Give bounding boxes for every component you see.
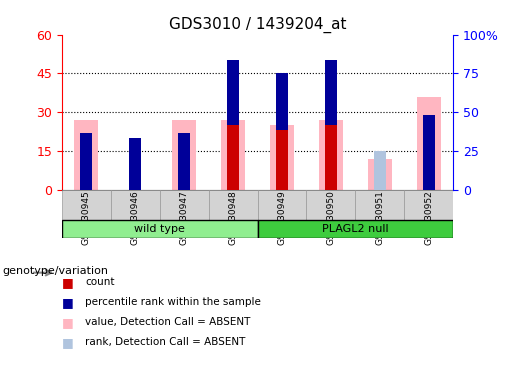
- Title: GDS3010 / 1439204_at: GDS3010 / 1439204_at: [169, 17, 346, 33]
- Bar: [423, 115, 435, 190]
- Text: PLAGL2 null: PLAGL2 null: [322, 224, 389, 234]
- Bar: [221, 120, 245, 190]
- Bar: [129, 138, 141, 190]
- Bar: [276, 130, 288, 190]
- Bar: [172, 120, 196, 190]
- Text: percentile rank within the sample: percentile rank within the sample: [85, 297, 261, 307]
- Text: ■: ■: [62, 336, 74, 349]
- Text: GSM230946: GSM230946: [131, 190, 140, 245]
- Text: GSM230947: GSM230947: [180, 190, 188, 245]
- Text: value, Detection Call = ABSENT: value, Detection Call = ABSENT: [85, 317, 250, 327]
- Bar: [270, 125, 294, 190]
- Bar: [258, 220, 453, 238]
- Text: GSM230949: GSM230949: [278, 190, 286, 245]
- Text: ■: ■: [62, 316, 74, 329]
- Bar: [80, 133, 92, 190]
- Bar: [160, 190, 209, 220]
- Bar: [276, 73, 288, 130]
- Text: count: count: [85, 277, 114, 287]
- Text: ■: ■: [62, 276, 74, 289]
- Text: ■: ■: [62, 296, 74, 309]
- Bar: [74, 120, 98, 190]
- Bar: [319, 120, 343, 190]
- Bar: [368, 159, 392, 190]
- Text: GSM230950: GSM230950: [327, 190, 335, 245]
- Text: genotype/variation: genotype/variation: [3, 266, 109, 276]
- Bar: [417, 97, 441, 190]
- Text: rank, Detection Call = ABSENT: rank, Detection Call = ABSENT: [85, 337, 245, 347]
- Bar: [62, 220, 258, 238]
- Bar: [62, 190, 111, 220]
- Bar: [306, 190, 355, 220]
- Bar: [227, 125, 239, 190]
- Bar: [258, 190, 306, 220]
- Bar: [111, 190, 160, 220]
- Text: GSM230948: GSM230948: [229, 190, 237, 245]
- Bar: [178, 133, 190, 190]
- Bar: [325, 125, 337, 190]
- Text: GSM230952: GSM230952: [424, 190, 433, 245]
- Bar: [325, 60, 337, 125]
- Text: wild type: wild type: [134, 224, 185, 234]
- Bar: [404, 190, 453, 220]
- Bar: [209, 190, 258, 220]
- Bar: [227, 60, 239, 125]
- Bar: [355, 190, 404, 220]
- Text: GSM230945: GSM230945: [82, 190, 91, 245]
- Bar: [374, 151, 386, 190]
- Text: GSM230951: GSM230951: [375, 190, 384, 245]
